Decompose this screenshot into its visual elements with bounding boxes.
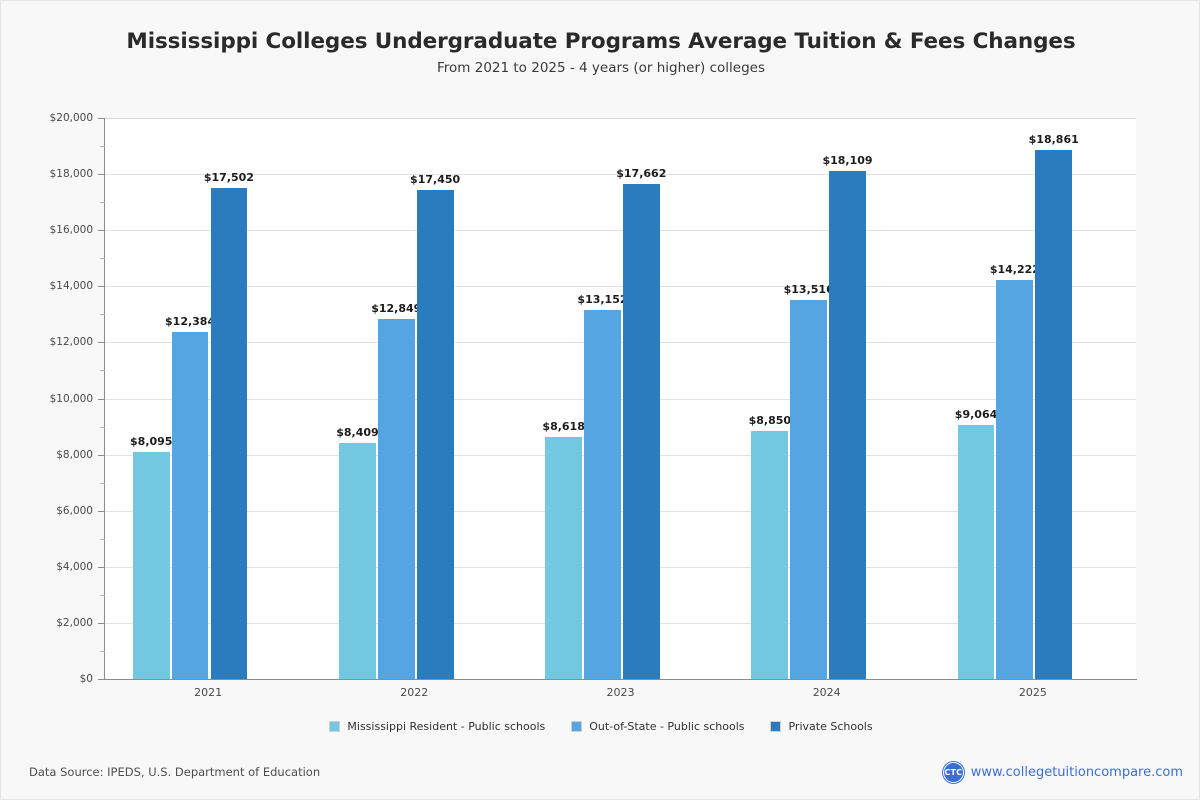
y-axis-tick-label: $16,000 bbox=[49, 224, 93, 237]
legend-item[interactable]: Mississippi Resident - Public schools bbox=[329, 720, 545, 733]
bar[interactable]: $12,384 bbox=[165, 315, 215, 679]
gridline bbox=[105, 118, 1136, 119]
y-tick-minor bbox=[100, 314, 105, 316]
legend-swatch-icon bbox=[770, 721, 782, 732]
bar[interactable]: $8,409 bbox=[336, 426, 379, 679]
bar[interactable]: $14,222 bbox=[990, 263, 1040, 679]
chart-header: Mississippi Colleges Undergraduate Progr… bbox=[1, 29, 1200, 78]
y-tick-minor bbox=[100, 650, 105, 652]
x-axis-tick-label: 2025 bbox=[1018, 686, 1047, 699]
y-tick-major bbox=[98, 566, 105, 568]
y-tick-major bbox=[98, 679, 105, 680]
ctc-logo-icon: CTC bbox=[942, 762, 964, 783]
legend-swatch-icon bbox=[571, 721, 583, 732]
y-tick-minor bbox=[100, 370, 105, 372]
legend-swatch-icon bbox=[329, 721, 341, 732]
brand-footer[interactable]: CTC www.collegetuitioncompare.com bbox=[942, 762, 1183, 783]
legend-label: Mississippi Resident - Public schools bbox=[347, 720, 546, 733]
gridline bbox=[105, 286, 1136, 288]
bar-value-label: $14,222 bbox=[989, 263, 1040, 277]
x-axis-tick-label: 2024 bbox=[812, 686, 841, 699]
y-axis-tick-label: $8,000 bbox=[56, 448, 93, 461]
legend-label: Out-of-State - Public schools bbox=[589, 720, 745, 733]
bar[interactable]: $18,109 bbox=[822, 154, 873, 679]
x-axis-line bbox=[105, 679, 1137, 680]
y-tick-major bbox=[98, 342, 105, 344]
bar-value-label: $17,502 bbox=[203, 171, 254, 185]
y-tick-major bbox=[98, 622, 105, 624]
y-axis-tick-label: $0 bbox=[79, 673, 93, 685]
bar[interactable]: $13,516 bbox=[784, 283, 834, 679]
bar-value-label: $12,384 bbox=[165, 314, 216, 328]
bar-value-label: $8,618 bbox=[542, 420, 585, 434]
y-axis-tick-label: $10,000 bbox=[49, 392, 93, 405]
y-axis-tick-label: $20,000 bbox=[49, 112, 93, 124]
bar-value-label: $9,064 bbox=[954, 407, 998, 421]
gridline bbox=[105, 230, 1136, 232]
y-tick-major bbox=[98, 510, 105, 512]
y-tick-major bbox=[98, 454, 105, 456]
legend-item[interactable]: Private Schools bbox=[770, 720, 873, 733]
bar[interactable]: $8,850 bbox=[749, 414, 791, 679]
y-axis-tick-label: $12,000 bbox=[49, 336, 93, 349]
bar[interactable]: $18,861 bbox=[1029, 133, 1079, 679]
y-tick-major bbox=[98, 118, 105, 119]
bar-value-label: $18,109 bbox=[822, 154, 873, 168]
bar[interactable]: $17,450 bbox=[410, 173, 460, 679]
bar-value-label: $12,849 bbox=[371, 301, 422, 315]
legend-item[interactable]: Out-of-State - Public schools bbox=[571, 720, 744, 733]
y-axis-tick-label: $4,000 bbox=[56, 560, 93, 573]
bar[interactable]: $13,152 bbox=[577, 293, 628, 679]
y-tick-major bbox=[98, 230, 105, 232]
y-axis-tick-label: $2,000 bbox=[56, 616, 93, 629]
y-tick-minor bbox=[100, 202, 105, 204]
bar-value-label: $13,152 bbox=[577, 293, 628, 307]
bar-value-label: $17,662 bbox=[616, 166, 667, 180]
bar-value-label: $8,850 bbox=[748, 413, 792, 427]
bars-layer: $8,095 $12,384 $17,502 $8,409 $12,849 $17,450… bbox=[105, 118, 1136, 679]
bar-value-label: $18,861 bbox=[1028, 132, 1079, 146]
bar-value-label: $17,450 bbox=[410, 172, 461, 186]
bar[interactable]: $12,849 bbox=[371, 302, 421, 679]
y-tick-minor bbox=[100, 426, 105, 428]
y-tick-minor bbox=[100, 538, 105, 540]
y-axis-tick-label: $18,000 bbox=[49, 168, 93, 181]
y-tick-minor bbox=[100, 258, 105, 260]
y-tick-minor bbox=[100, 482, 105, 484]
gridline bbox=[105, 174, 1136, 176]
bar-value-label: $8,095 bbox=[130, 434, 173, 448]
legend-label: Private Schools bbox=[788, 720, 873, 733]
y-tick-minor bbox=[100, 594, 105, 596]
chart-legend: Mississippi Resident - Public schools Out… bbox=[1, 720, 1200, 733]
x-axis-labels: 2021 2022 2023 2024 2025 bbox=[105, 682, 1136, 704]
bar[interactable]: $17,502 bbox=[204, 171, 254, 679]
y-axis-tick-label: $14,000 bbox=[49, 280, 93, 293]
bar[interactable]: $17,662 bbox=[616, 167, 666, 679]
bar[interactable]: $8,618 bbox=[542, 420, 585, 679]
bar[interactable]: $8,095 bbox=[130, 435, 172, 679]
x-axis-tick-label: 2023 bbox=[606, 686, 635, 699]
bar-value-label: $13,516 bbox=[783, 282, 834, 296]
x-axis-tick-label: 2021 bbox=[194, 686, 223, 699]
y-tick-major bbox=[98, 286, 105, 288]
data-source-text: Data Source: IPEDS, U.S. Department of E… bbox=[29, 765, 321, 779]
bar-value-label: $8,409 bbox=[336, 426, 379, 440]
bar[interactable]: $9,064 bbox=[955, 408, 997, 679]
chart-subtitle: From 2021 to 2025 - 4 years (or higher) … bbox=[437, 60, 765, 76]
y-tick-major bbox=[98, 398, 105, 400]
y-axis-tick-label: $6,000 bbox=[56, 504, 93, 517]
y-tick-major bbox=[98, 174, 105, 176]
x-axis-tick-label: 2022 bbox=[400, 686, 429, 699]
brand-url-link[interactable]: www.collegetuitioncompare.com bbox=[970, 765, 1183, 780]
y-tick-minor bbox=[100, 146, 105, 148]
page-title: Mississippi Colleges Undergraduate Progr… bbox=[126, 29, 1076, 54]
